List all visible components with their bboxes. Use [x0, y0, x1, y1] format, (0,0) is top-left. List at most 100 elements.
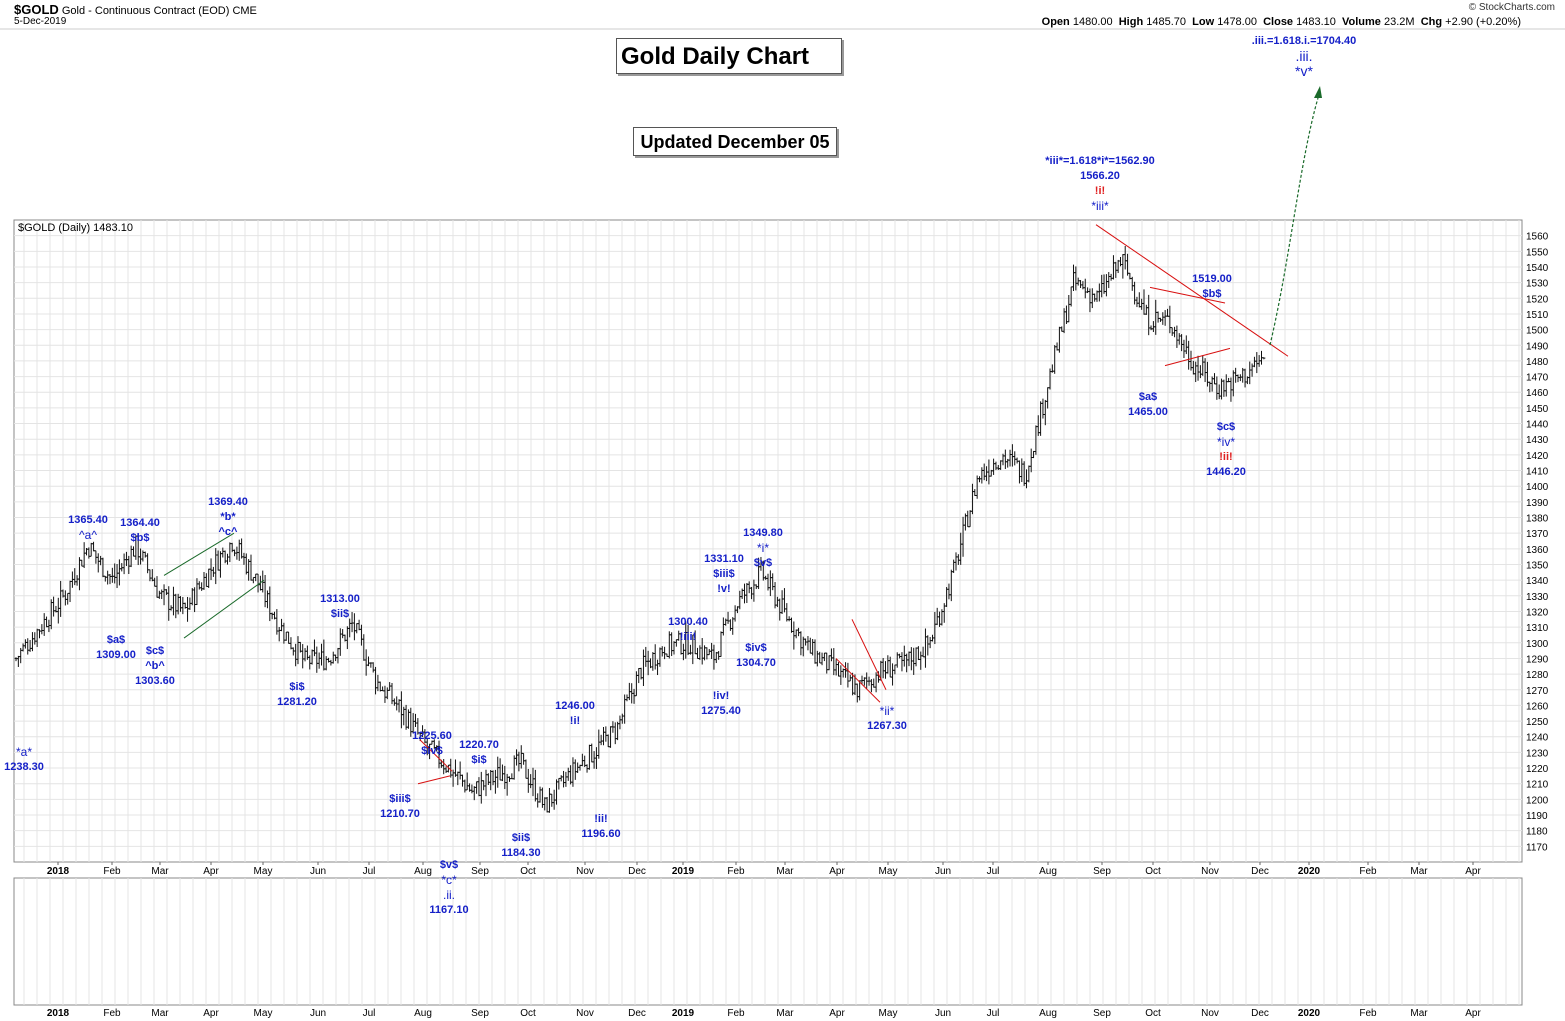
- y-tick-label: 1330: [1526, 592, 1549, 603]
- trend-line: [1164, 347, 1231, 367]
- wave-annotation: 1365.40 ^a^: [68, 514, 108, 542]
- y-tick-label: 1540: [1526, 263, 1549, 274]
- y-tick-label: 1250: [1526, 717, 1549, 728]
- wave-annotation: 1313.00 $ii$: [320, 593, 360, 620]
- x-tick-label: Sep: [1093, 1008, 1111, 1019]
- y-tick-label: 1550: [1526, 247, 1549, 258]
- trend-line: [835, 658, 881, 703]
- wave-annotation: $v$ *c* .ii. 1167.10: [429, 859, 469, 916]
- x-tick-label: Mar: [151, 1008, 169, 1019]
- wave-annotation: $ii$ 1184.30: [501, 832, 541, 859]
- wave-annotation: $c$ *iv* !ii! 1446.20: [1206, 421, 1246, 478]
- x-tick-label: May: [879, 1008, 898, 1019]
- x-tick-label: Feb: [727, 1008, 745, 1019]
- x-tick-label: Jul: [987, 866, 1000, 877]
- wave-annotation: !ii! 1196.60: [581, 813, 621, 840]
- x-tick-label: Nov: [576, 1008, 594, 1019]
- x-tick-label: Mar: [1410, 866, 1428, 877]
- x-tick-label: Jul: [363, 866, 376, 877]
- x-tick-label: Feb: [1359, 866, 1377, 877]
- y-tick-label: 1340: [1526, 576, 1549, 587]
- x-tick-label: Aug: [1039, 1008, 1057, 1019]
- y-tick-label: 1190: [1526, 811, 1548, 822]
- x-tick-label: Jun: [310, 1008, 326, 1019]
- chg-label: Chg: [1420, 16, 1443, 28]
- lower-panel: [13, 877, 1523, 1006]
- low-label: Low: [1192, 16, 1215, 28]
- wave-annotation: 1364.40 $b$: [120, 517, 160, 544]
- x-tick-label: Apr: [829, 866, 845, 877]
- wave-annotation: $a$ 1309.00: [96, 634, 136, 661]
- trend-line: [417, 775, 451, 785]
- x-tick-label: Nov: [1201, 866, 1219, 877]
- target-arrow-head: [1314, 86, 1322, 98]
- x-tick-label: 2020: [1298, 866, 1321, 877]
- volume-value: 23.2M: [1384, 16, 1415, 28]
- y-tick-label: 1490: [1526, 341, 1549, 352]
- trend-line: [1095, 224, 1289, 357]
- y-tick-label: 1360: [1526, 545, 1549, 556]
- wave-annotation: *a* 1238.30: [4, 745, 44, 773]
- y-tick-label: 1210: [1526, 780, 1549, 791]
- wave-annotation: $a$ 1465.00: [1128, 391, 1168, 418]
- x-tick-label: 2018: [47, 1008, 70, 1019]
- x-tick-label: Dec: [1251, 1008, 1269, 1019]
- wave-annotation: $iii$ 1210.70: [380, 793, 420, 820]
- x-tick-label: 2019: [672, 866, 695, 877]
- wave-annotation: 1519.00 $b$: [1192, 273, 1232, 300]
- close-value: 1483.10: [1296, 16, 1336, 28]
- symbol: $GOLD: [14, 2, 59, 17]
- y-tick-label: 1380: [1526, 514, 1549, 525]
- y-tick-label: 1410: [1526, 467, 1549, 478]
- wave-annotation: $i$ 1281.20: [277, 681, 317, 708]
- symbol-name: Gold - Continuous Contract (EOD): [61, 5, 230, 17]
- high-value: 1485.70: [1146, 16, 1187, 28]
- y-tick-label: 1440: [1526, 420, 1549, 431]
- x-tick-label: Mar: [776, 866, 794, 877]
- x-tick-label: Oct: [520, 866, 536, 877]
- trend-line: [419, 739, 453, 772]
- y-tick-label: 1240: [1526, 733, 1549, 744]
- x-tick-label: Dec: [628, 1008, 646, 1019]
- wave-annotation: .iii.=1.618.i.=1704.40 .iii. *v*: [1251, 35, 1357, 79]
- y-tick-label: 1220: [1526, 764, 1549, 775]
- y-tick-label: 1270: [1526, 686, 1549, 697]
- close-label: Close: [1263, 16, 1294, 28]
- y-tick-label: 1180: [1526, 827, 1548, 838]
- x-tick-label: Feb: [1359, 1008, 1377, 1019]
- price-panel: [13, 219, 1523, 863]
- y-tick-label: 1290: [1526, 654, 1549, 665]
- symbol-header: $GOLD Gold - Continuous Contract (EOD) C…: [14, 2, 257, 17]
- y-tick-label: 1310: [1526, 623, 1549, 634]
- y-tick-label: 1320: [1526, 607, 1549, 618]
- y-tick-label: 1500: [1526, 326, 1549, 337]
- open-label: Open: [1041, 16, 1070, 28]
- x-tick-label: Nov: [576, 866, 594, 877]
- y-tick-label: 1560: [1526, 232, 1549, 243]
- x-tick-label: May: [254, 1008, 273, 1019]
- x-tick-label: Apr: [1465, 866, 1481, 877]
- high-label: High: [1118, 16, 1144, 28]
- x-tick-label: Mar: [1410, 1008, 1428, 1019]
- x-tick-label: Nov: [1201, 1008, 1219, 1019]
- x-tick-label: Oct: [1145, 1008, 1161, 1019]
- y-tick-label: 1350: [1526, 560, 1549, 571]
- panel-label: $GOLD (Daily) 1483.10: [18, 222, 133, 234]
- chg-value: +2.90 (+0.20%): [1445, 16, 1521, 28]
- chart-date: 5-Dec-2019: [14, 16, 67, 27]
- x-tick-label: Apr: [203, 1008, 219, 1019]
- x-tick-label: Jul: [363, 1008, 376, 1019]
- y-tick-label: 1430: [1526, 435, 1549, 446]
- wave-annotation: 1331.10 $iii$ !v!: [704, 553, 744, 595]
- updated-label: Updated December 05: [633, 127, 837, 156]
- wave-annotation: 1220.70 $i$: [459, 739, 499, 766]
- ohlc-readout: Open 1480.00 High 1485.70 Low 1478.00 Cl…: [1042, 16, 1521, 28]
- wave-annotation: 1349.80 *i* $v$: [743, 527, 783, 569]
- wave-annotation: 1369.40 *b* ^c^: [208, 496, 248, 538]
- y-tick-label: 1420: [1526, 451, 1549, 462]
- wave-annotation: *ii* 1267.30: [867, 704, 907, 732]
- wave-annotation: 1246.00 !i!: [555, 700, 595, 727]
- x-tick-label: Dec: [628, 866, 646, 877]
- trend-line: [1149, 286, 1226, 304]
